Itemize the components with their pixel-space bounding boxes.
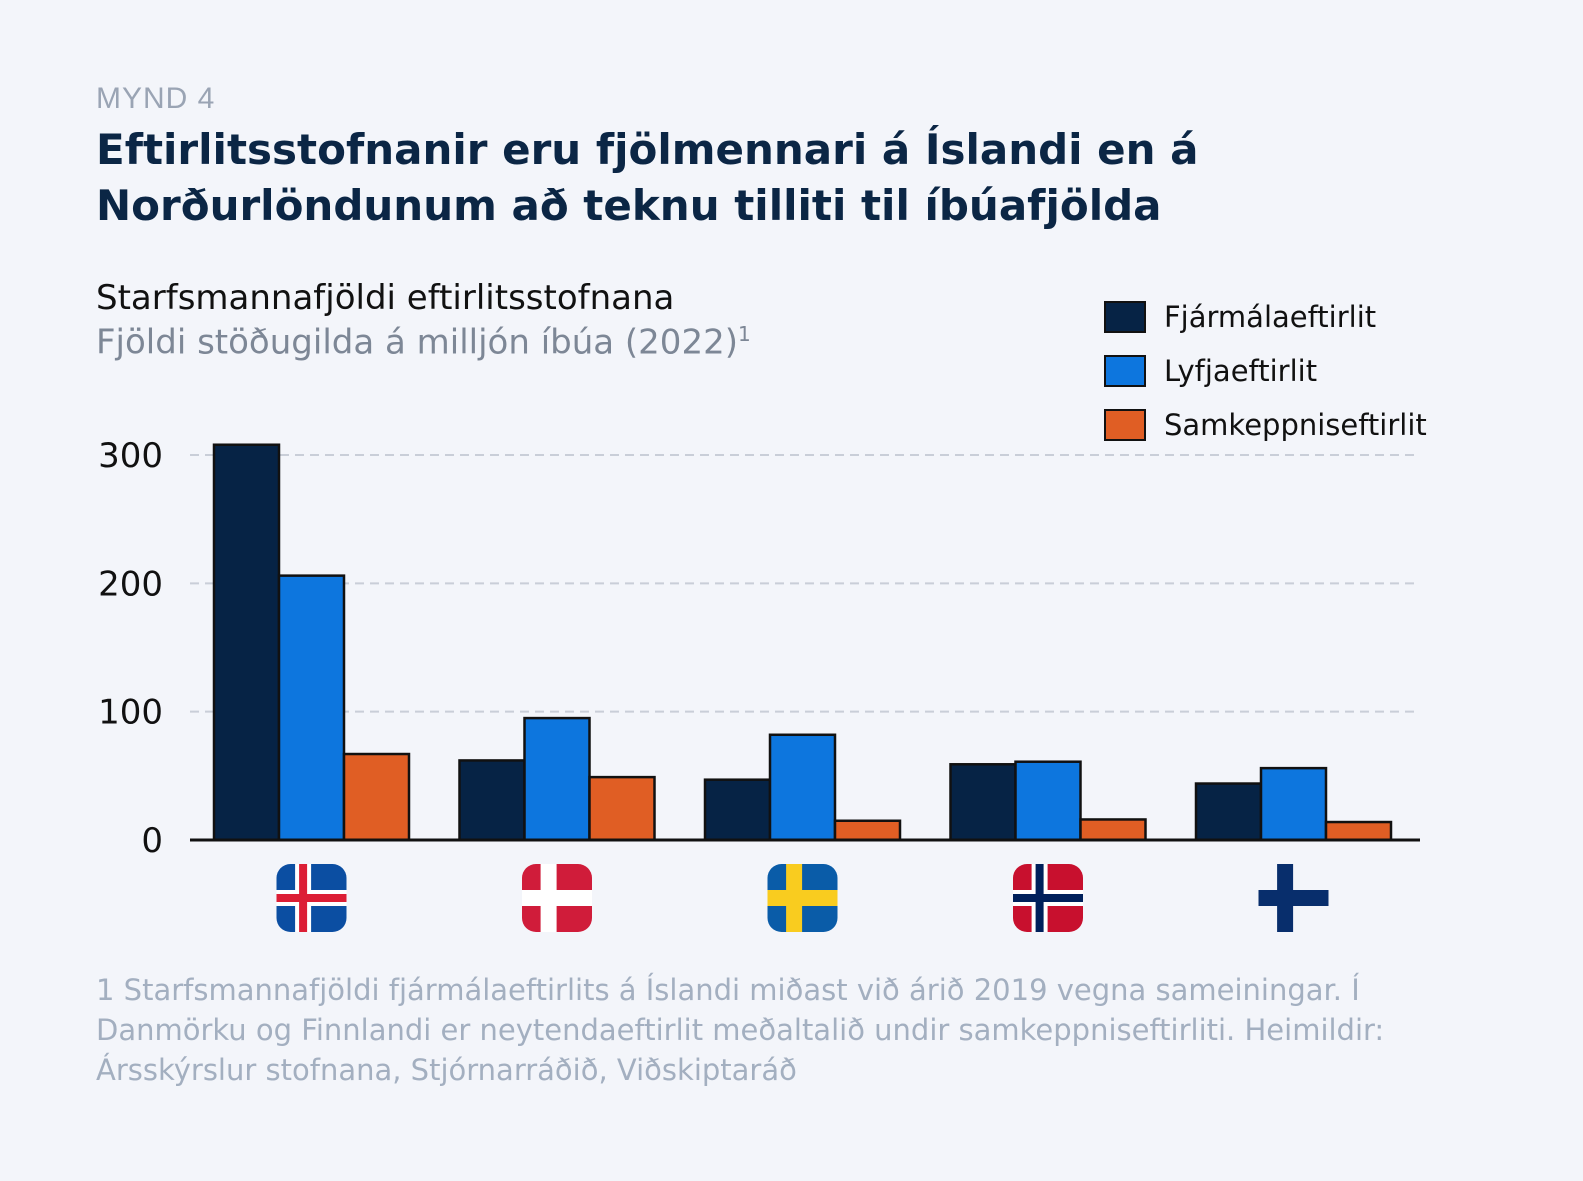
bar — [277, 574, 346, 842]
iceland-flag-icon — [276, 864, 347, 932]
legend-item-samkeppniseftirlit: Samkeppniseftirlit — [1104, 398, 1427, 452]
legend-swatch — [1104, 355, 1146, 387]
bar — [458, 759, 526, 842]
chart-unit-label: Fjöldi stöðugilda á milljón íbúa (2022)1 — [96, 322, 751, 362]
legend-swatch — [1104, 409, 1146, 441]
legend-label: Lyfjaeftirlit — [1164, 354, 1318, 388]
bar — [1259, 766, 1328, 842]
bar — [833, 819, 902, 842]
bar — [588, 775, 656, 842]
flag-cross-horizontal — [767, 890, 838, 906]
bar — [1194, 782, 1263, 842]
legend-item-fjarmalaeftirlit: Fjármálaeftirlit — [1104, 290, 1427, 344]
legend-item-lyfjaeftirlit: Lyfjaeftirlit — [1104, 344, 1427, 398]
bar — [1324, 820, 1393, 842]
bar — [212, 443, 281, 842]
denmark-flag-icon — [522, 864, 592, 932]
figure-kicker: MYND 4 — [96, 82, 216, 115]
legend-label: Fjármálaeftirlit — [1164, 300, 1377, 334]
sweden-flag-icon — [767, 864, 838, 932]
flag-cross-horizontal — [522, 890, 592, 906]
flag-cross-horizontal — [1258, 890, 1329, 906]
bar — [949, 763, 1017, 842]
bar — [768, 733, 837, 842]
legend-label: Samkeppniseftirlit — [1164, 408, 1427, 442]
norway-flag-icon — [1013, 864, 1083, 932]
chart-unit-text: Fjöldi stöðugilda á milljón íbúa (2022) — [96, 322, 738, 363]
y-tick-label: 300 — [98, 436, 163, 476]
y-tick-label: 0 — [141, 821, 163, 861]
footnote: 1 Starfsmannafjöldi fjármálaeftirlits á … — [96, 973, 1385, 1087]
bar — [342, 752, 411, 842]
y-tick-label: 100 — [98, 693, 163, 733]
chart-legend: Fjármálaeftirlit Lyfjaeftirlit Samkeppni… — [1104, 290, 1427, 452]
y-tick-label: 200 — [98, 564, 163, 604]
bar — [523, 716, 591, 842]
flag-inner-horizontal — [1013, 894, 1083, 902]
bar — [703, 778, 772, 842]
legend-swatch — [1104, 301, 1146, 333]
bar — [1079, 818, 1147, 842]
finland-flag-icon — [1258, 864, 1329, 932]
figure-title: Eftirlitsstofnanir eru fjölmennari á Ísl… — [96, 125, 1199, 230]
chart-subtitle: Starfsmannafjöldi eftirlitsstofnana — [96, 278, 675, 318]
flag-inner-horizontal — [276, 894, 347, 902]
bar — [1014, 760, 1082, 842]
footnote-marker: 1 — [737, 322, 751, 346]
